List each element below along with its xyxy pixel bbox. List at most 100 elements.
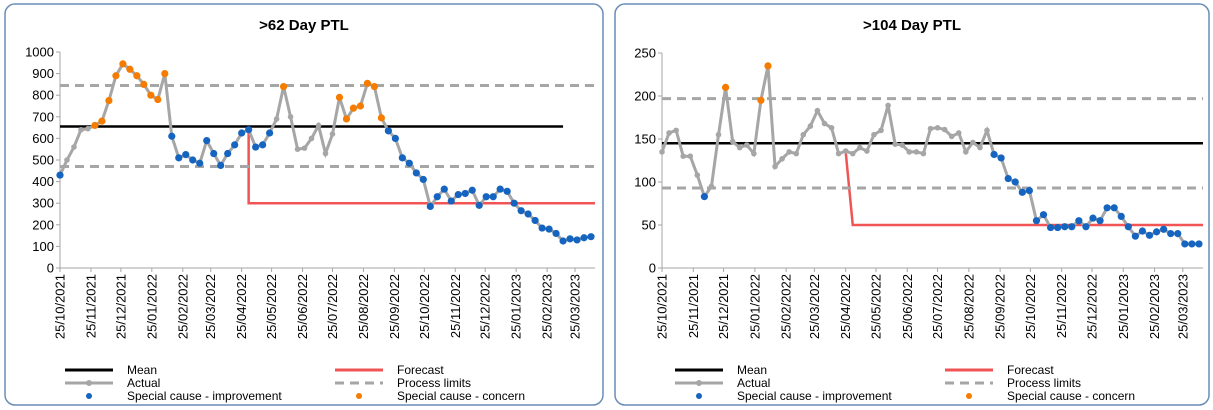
- data-point: [279, 82, 288, 91]
- data-point: [708, 183, 715, 190]
- data-point: [1075, 217, 1083, 225]
- data-point: [1174, 230, 1182, 238]
- data-point: [878, 127, 884, 134]
- data-point: [687, 153, 694, 159]
- data-point: [552, 229, 560, 238]
- data-point: [1124, 223, 1132, 231]
- data-point: [154, 95, 162, 104]
- data-point: [161, 70, 169, 78]
- x-tick-label: 25/02/2022: [779, 274, 794, 339]
- chart-panel: [4, 3, 604, 406]
- chart-panel: [614, 3, 1210, 406]
- data-point: [266, 129, 274, 137]
- data-point: [659, 149, 665, 155]
- legend-label: Special cause - improvement: [737, 389, 892, 403]
- legend-label: Actual: [127, 376, 160, 390]
- data-point: [1025, 187, 1033, 195]
- data-point: [85, 125, 91, 132]
- data-point: [1103, 204, 1111, 212]
- data-point: [1032, 217, 1041, 225]
- data-point: [1004, 174, 1012, 183]
- series-line: [662, 97, 1203, 190]
- chart-title: >62 Day PTL: [259, 17, 349, 34]
- y-tick-label: 150: [634, 132, 656, 147]
- data-point: [736, 144, 743, 151]
- data-point: [864, 148, 870, 154]
- x-tick-label: 25/06/2022: [900, 274, 915, 339]
- legend-label: Special cause - concern: [1007, 389, 1135, 403]
- x-tick-label: 25/09/2022: [993, 274, 1008, 339]
- x-tick-label: 25/12/2022: [478, 274, 493, 339]
- data-point: [217, 161, 225, 169]
- data-point: [447, 197, 455, 205]
- data-point: [729, 138, 736, 145]
- legend-label: Process limits: [1007, 376, 1081, 390]
- data-point: [1046, 223, 1055, 232]
- x-tick-label: 25/11/2021: [686, 274, 701, 338]
- chart: >62 Day PTL 0 100 200 300 400 500 600 700 800 900 1…: [25, 17, 595, 403]
- data-point: [1018, 188, 1026, 196]
- x-tick-label: 25/10/2022: [1023, 274, 1038, 339]
- data-point: [1089, 214, 1097, 222]
- data-point: [78, 126, 84, 133]
- data-point: [356, 102, 365, 110]
- legend-swatch: [356, 393, 362, 399]
- data-point: [871, 131, 877, 138]
- data-point: [559, 237, 567, 245]
- y-tick-label: 500: [32, 153, 54, 168]
- x-tick-label: 25/02/2023: [540, 274, 555, 339]
- x-tick-label: 25/04/2022: [234, 274, 249, 339]
- data-point: [175, 154, 183, 162]
- data-point: [700, 193, 708, 201]
- data-point: [329, 131, 336, 137]
- x-tick-label: 25/01/2022: [747, 274, 762, 339]
- data-point: [301, 145, 308, 151]
- data-point: [210, 149, 218, 158]
- data-point: [899, 142, 906, 148]
- legend-label: Forecast: [397, 363, 444, 377]
- data-point: [531, 216, 539, 225]
- data-point: [666, 130, 672, 136]
- data-point: [977, 144, 983, 151]
- x-tick-label: 25/09/2022: [387, 274, 402, 339]
- data-point: [189, 156, 197, 164]
- data-point: [503, 187, 511, 195]
- data-point: [566, 235, 574, 243]
- data-point: [440, 185, 448, 193]
- data-point: [1061, 223, 1069, 231]
- data-point: [1181, 240, 1189, 248]
- data-point: [920, 150, 927, 157]
- legend-swatch: [86, 393, 92, 399]
- legend-item: Process limits: [945, 376, 1081, 390]
- data-point: [757, 96, 765, 104]
- data-point: [510, 199, 518, 207]
- legend-label: Special cause - concern: [397, 389, 525, 403]
- data-point: [990, 150, 998, 159]
- data-point: [231, 141, 239, 149]
- x-tick-label: 25/12/2021: [113, 274, 128, 339]
- y-tick-label: 50: [642, 218, 656, 233]
- data-point: [98, 117, 106, 125]
- data-point: [721, 83, 730, 91]
- y-tick-label: 250: [634, 46, 656, 61]
- data-point: [807, 123, 814, 129]
- data-point: [587, 233, 595, 241]
- data-point: [885, 102, 891, 109]
- y-tick-label: 700: [32, 109, 54, 124]
- x-tick-label: 25/03/2022: [807, 274, 822, 339]
- data-point: [245, 126, 253, 134]
- data-point: [433, 193, 441, 201]
- data-point: [857, 144, 863, 151]
- x-tick-label: 25/11/2022: [448, 274, 463, 338]
- data-point: [273, 116, 280, 122]
- legend-item: Actual: [65, 376, 160, 390]
- data-point: [793, 150, 800, 157]
- data-point: [538, 224, 546, 232]
- data-point: [1145, 231, 1154, 239]
- x-tick-label: 25/03/2023: [1175, 274, 1190, 339]
- y-tick-label: 200: [634, 89, 656, 104]
- x-tick-label: 25/07/2022: [325, 274, 340, 339]
- data-point: [786, 149, 792, 155]
- x-tick-label: 25/03/2023: [568, 274, 583, 339]
